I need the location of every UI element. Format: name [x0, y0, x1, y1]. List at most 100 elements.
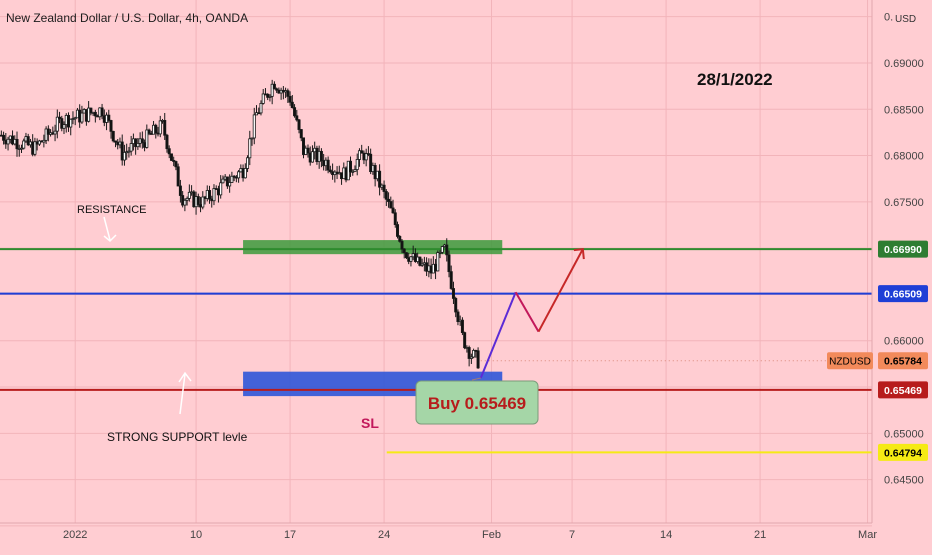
candle-body	[140, 138, 144, 143]
candle-body	[355, 159, 359, 170]
candle	[243, 163, 247, 179]
x-tick-label: 21	[754, 529, 766, 541]
candle-body	[328, 169, 332, 173]
candle	[275, 87, 279, 93]
candle	[187, 184, 191, 202]
candle	[165, 133, 169, 153]
candle	[349, 156, 353, 177]
candle	[328, 165, 332, 174]
resistance-arrow	[103, 216, 117, 243]
candle-body	[26, 136, 30, 146]
candle-body	[122, 151, 126, 161]
buy-callout-pointer	[471, 377, 481, 381]
candle-body	[299, 129, 303, 139]
candle-body	[288, 96, 292, 103]
currency-label: USD	[895, 14, 916, 25]
candle	[456, 309, 460, 326]
price-tag-label: 0.66509	[884, 289, 922, 301]
candle	[22, 138, 26, 150]
candle-body	[207, 190, 211, 200]
candle	[286, 88, 290, 103]
candle-body	[449, 271, 453, 289]
projection-arrowhead	[573, 247, 585, 260]
price-tag-bg	[878, 352, 928, 370]
candle	[290, 95, 294, 109]
candle-body	[46, 128, 50, 135]
candle-body	[120, 141, 124, 161]
candle-body	[364, 153, 368, 161]
annotations-layer: Buy 0.65469 RESISTANCE STRONG SUPPORT levl…	[6, 11, 773, 444]
candle-body	[58, 116, 62, 119]
candle	[136, 137, 140, 150]
candle-body	[306, 147, 310, 154]
candle-body	[248, 138, 252, 159]
candle-body	[351, 170, 355, 173]
candle-body	[445, 244, 449, 256]
green-zone	[243, 240, 503, 255]
candle-body	[93, 111, 97, 117]
candle	[398, 235, 402, 243]
x-tick-label: Mar	[858, 529, 877, 541]
candle	[261, 88, 265, 105]
candle	[299, 128, 303, 142]
candle-body	[378, 170, 382, 188]
candle	[404, 252, 408, 260]
candle	[364, 148, 368, 167]
candle-body	[420, 263, 424, 266]
resistance-label: RESISTANCE	[77, 204, 146, 216]
candle	[147, 128, 151, 136]
candle-body	[225, 176, 229, 187]
candle	[176, 163, 180, 187]
candle	[2, 131, 6, 145]
candle-body	[89, 107, 93, 114]
candle-body	[176, 166, 180, 187]
candle	[196, 193, 200, 208]
candle-body	[165, 134, 169, 150]
y-tick-label: 0.	[884, 12, 893, 24]
candle-body	[221, 178, 225, 184]
candle-body	[19, 147, 23, 150]
candle	[122, 144, 126, 166]
candle	[185, 196, 189, 206]
candle	[460, 317, 464, 336]
candle-body	[319, 150, 323, 161]
candle	[87, 101, 91, 123]
candle	[476, 347, 480, 369]
candle-body	[219, 182, 223, 196]
candle-body	[436, 252, 440, 272]
candle-body	[290, 101, 294, 109]
candle	[169, 153, 173, 161]
candle-body	[357, 150, 361, 160]
candle	[440, 245, 444, 255]
candle-body	[243, 168, 247, 179]
date-annotation: 28/1/2022	[697, 70, 773, 89]
candle-body	[6, 138, 10, 145]
candle	[93, 109, 97, 123]
candle	[55, 109, 59, 139]
candle-body	[183, 199, 187, 206]
candle	[469, 353, 473, 364]
candle-body	[404, 252, 408, 259]
candle	[6, 136, 10, 151]
candle-body	[467, 347, 471, 359]
candle-body	[360, 150, 364, 154]
candle-body	[111, 130, 115, 142]
candle-body	[15, 138, 19, 150]
candle	[472, 348, 476, 359]
candle-body	[402, 248, 406, 254]
candle-body	[261, 93, 265, 104]
candle	[391, 199, 395, 214]
candle-body	[463, 332, 467, 349]
candle	[360, 144, 364, 154]
candle-body	[272, 83, 276, 90]
candle	[302, 137, 306, 159]
candle	[279, 87, 283, 100]
candle	[420, 258, 424, 268]
candle	[237, 169, 241, 183]
candle-body	[73, 117, 77, 120]
candle-body	[127, 150, 131, 153]
candle-body	[302, 137, 306, 155]
x-tick-label: 17	[284, 529, 296, 541]
